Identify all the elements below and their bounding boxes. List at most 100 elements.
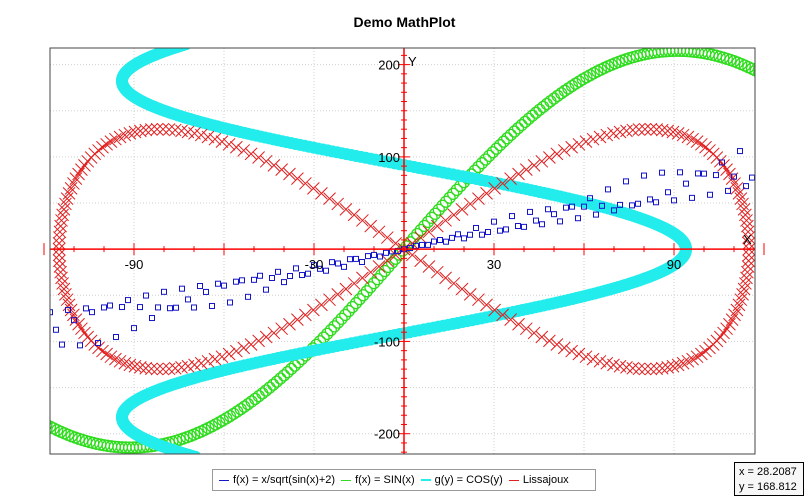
- lissajoux-point: [67, 308, 80, 322]
- lissajoux-point: [162, 362, 176, 376]
- lissajoux-point: [572, 347, 586, 361]
- lissajoux-point: [259, 330, 273, 344]
- x-axis-label: X: [743, 232, 752, 247]
- sqrt-point: [6, 334, 11, 339]
- sin-point: [23, 409, 34, 420]
- sin-point: [757, 69, 768, 80]
- sqrt-point: [42, 340, 47, 345]
- lissajoux-point: [586, 132, 600, 146]
- lissajoux-point: [298, 308, 312, 322]
- lissajoux-point: [104, 135, 118, 148]
- sin-point: [429, 207, 442, 220]
- sqrt-point: [677, 169, 683, 176]
- lissajoux-point: [57, 202, 71, 216]
- lissajoux-point: [655, 361, 669, 375]
- lissajoux-point: [728, 308, 741, 322]
- lissajoux-point: [638, 362, 652, 376]
- sqrt-point: [377, 253, 383, 260]
- sqrt-point: [59, 341, 65, 348]
- sqrt-point: [725, 187, 731, 194]
- lissajoux-point: [347, 277, 361, 290]
- lissajoux-point: [593, 354, 607, 368]
- sqrt-point: [611, 207, 617, 214]
- coordinate-readout: x = 28.2087 y = 168.812: [734, 462, 804, 496]
- lissajoux-point: [480, 298, 493, 312]
- sin-point: [501, 132, 514, 145]
- sin-point: [508, 125, 521, 138]
- sin-point: [450, 183, 463, 197]
- lissajoux-point: [222, 137, 236, 151]
- lissajoux-point: [686, 352, 699, 366]
- lissajoux-point: [527, 159, 541, 172]
- sin-point: [360, 285, 373, 298]
- lissajoux-point: [139, 123, 153, 137]
- sqrt-point: [557, 218, 563, 225]
- lissajoux-point: [168, 361, 182, 375]
- lissajoux-point: [201, 130, 215, 144]
- sin-point: [749, 64, 755, 77]
- lissajoux-point: [742, 254, 755, 268]
- sqrt-point: [299, 272, 305, 279]
- sin-point: [475, 157, 489, 170]
- lissajoux-point: [145, 362, 158, 376]
- sin-point: [346, 300, 359, 314]
- lissajoux-point: [81, 154, 95, 168]
- legend-label-lissajoux: Lissajoux: [522, 474, 569, 486]
- sqrt-point: [617, 201, 623, 208]
- sin-point: [16, 404, 27, 415]
- lissajoux-point: [736, 197, 749, 211]
- sin-point: [27, 411, 38, 422]
- sin-point: [274, 372, 287, 385]
- sin-point: [37, 417, 48, 428]
- lissajoux-point: [527, 326, 541, 340]
- sin-point: [19, 406, 30, 417]
- sqrt-point: [485, 229, 491, 236]
- lissajoux-point: [67, 177, 80, 190]
- lissajoux-point: [331, 288, 345, 301]
- sqrt-point: [713, 172, 719, 179]
- lissajoux-point: [579, 135, 593, 148]
- lissajoux-point: [550, 338, 564, 351]
- sqrt-point: [569, 203, 575, 210]
- lissajoux-point: [695, 347, 708, 361]
- series-sqrt: [0, 148, 755, 369]
- sin-point: [50, 420, 57, 433]
- lissajoux-point: [671, 358, 685, 372]
- sqrt-point: [0, 364, 5, 369]
- sin-point: [357, 289, 370, 302]
- sqrt-point: [119, 304, 125, 311]
- sqrt-point: [293, 265, 299, 272]
- lissajoux-point: [372, 225, 386, 239]
- lissajoux-point: [661, 124, 675, 138]
- sin-point: [50, 419, 53, 430]
- lissajoux-point: [472, 293, 485, 307]
- lissajoux-point: [380, 231, 394, 244]
- lissajoux-point: [557, 144, 571, 157]
- lissajoux-point: [690, 350, 704, 364]
- sin-point: [765, 73, 776, 84]
- sin-point: [349, 297, 363, 310]
- lissajoux-point: [488, 303, 501, 317]
- sin-point: [324, 324, 337, 337]
- sqrt-point: [479, 231, 485, 238]
- lissajoux-point: [364, 219, 378, 233]
- sin-point: [565, 79, 579, 93]
- lissajoux-point: [291, 172, 304, 186]
- lissajoux-point: [480, 187, 493, 200]
- lissajoux-point: [53, 225, 67, 239]
- lissajoux-point: [64, 303, 78, 317]
- sin-point: [331, 316, 345, 329]
- lissajoux-point: [283, 317, 296, 331]
- sin-point: [493, 139, 507, 152]
- sin-point: [9, 399, 20, 410]
- sqrt-point: [197, 283, 203, 290]
- lissajoux-point: [307, 181, 320, 195]
- lissajoux-point: [690, 135, 704, 148]
- lissajoux-point: [463, 288, 477, 301]
- sqrt-point: [113, 334, 119, 341]
- lissajoux-point: [703, 341, 716, 355]
- sqrt-point: [107, 302, 113, 309]
- lissajoux-point: [671, 127, 685, 140]
- lissajoux-point: [60, 192, 74, 205]
